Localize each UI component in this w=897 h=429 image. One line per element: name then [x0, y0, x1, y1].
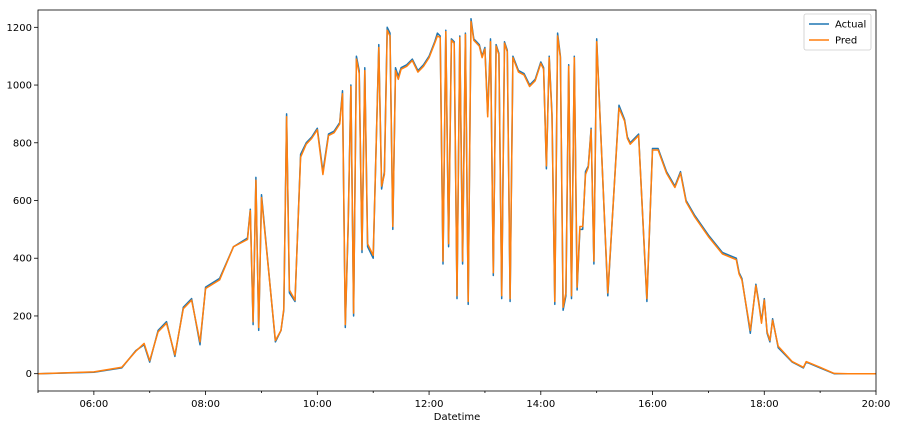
y-tick-label: 0 — [26, 369, 32, 380]
y-tick-label: 400 — [13, 254, 32, 265]
legend-label-pred: Pred — [835, 36, 857, 47]
x-tick-label: 06:00 — [79, 399, 108, 410]
x-axis: 06:00 08:00 10:00 12:00 14:00 16:00 18:00 20:00 — [37, 391, 891, 410]
y-tick-label: 1000 — [7, 81, 32, 92]
y-tick-label: 1200 — [7, 23, 32, 34]
x-tick-label: 18:00 — [750, 399, 779, 410]
x-tick-label: 20:00 — [862, 399, 891, 410]
series-line-pred — [37, 20, 876, 375]
x-tick-label: 12:00 — [415, 399, 444, 410]
series-layer — [37, 17, 876, 375]
legend-label-actual: Actual — [835, 20, 866, 31]
y-tick-label: 200 — [13, 311, 32, 322]
x-tick-label: 10:00 — [303, 399, 332, 410]
legend: Actual Pred — [803, 13, 872, 51]
y-axis: 0 200 400 600 800 1000 1200 — [7, 23, 38, 380]
x-axis-label: Datetime — [434, 412, 481, 423]
x-tick-label: 16:00 — [638, 399, 667, 410]
legend-box — [803, 13, 872, 51]
y-tick-label: 800 — [13, 138, 32, 149]
x-tick-label: 08:00 — [191, 399, 220, 410]
y-tick-label: 600 — [13, 196, 32, 207]
x-tick-label: 14:00 — [526, 399, 555, 410]
